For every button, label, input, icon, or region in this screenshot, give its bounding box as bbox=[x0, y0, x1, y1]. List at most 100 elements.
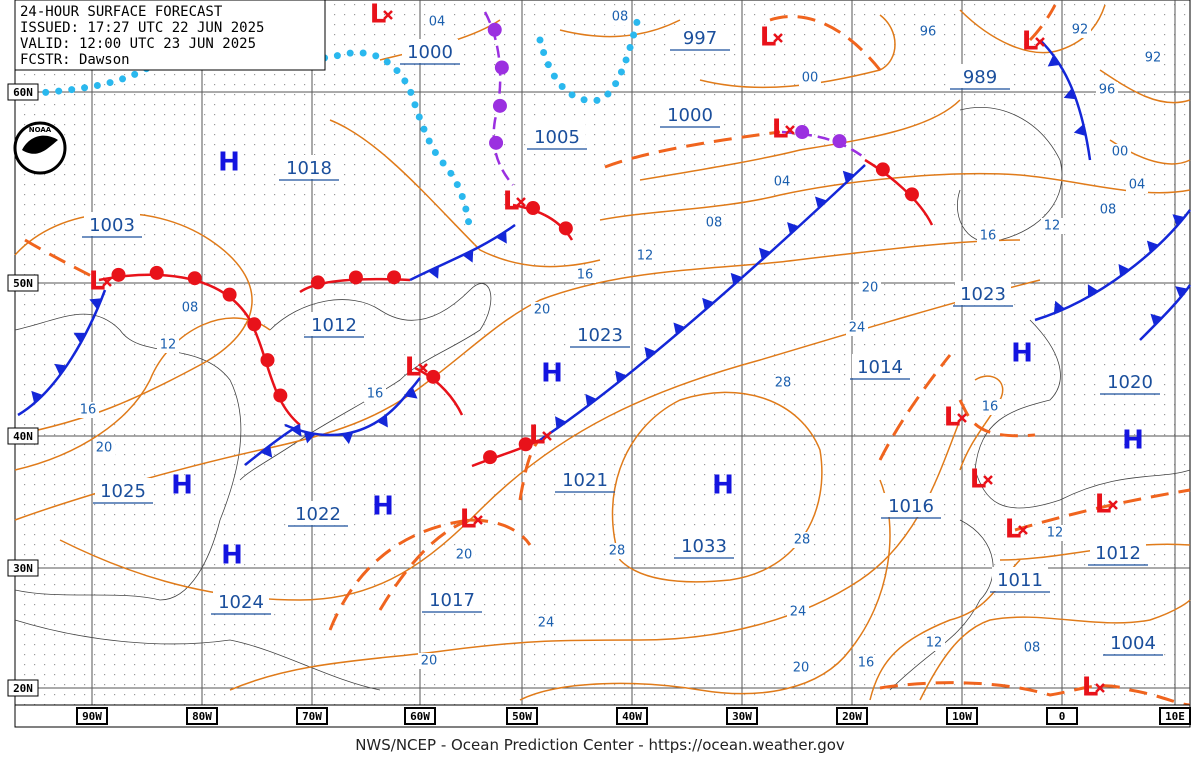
label-box bbox=[7, 274, 39, 292]
label-backdrop bbox=[157, 337, 179, 353]
isobar-label: 20 bbox=[456, 548, 473, 563]
low-center: L bbox=[772, 115, 789, 145]
longitude-label: 40W bbox=[622, 710, 642, 723]
label-backdrop bbox=[609, 9, 631, 25]
header-line: 24-HOUR SURFACE FORECAST bbox=[20, 4, 223, 20]
isobar-label: 20 bbox=[862, 281, 879, 296]
front-triangle bbox=[89, 298, 102, 310]
isobar-label: 20 bbox=[534, 303, 551, 318]
front-triangle bbox=[787, 222, 799, 235]
label-backdrop bbox=[979, 399, 1001, 415]
label-backdrop bbox=[424, 587, 480, 611]
coastline bbox=[14, 619, 381, 691]
central-pressure: 1033 bbox=[681, 536, 727, 557]
header-line: ISSUED: 17:27 UTC 22 JUN 2025 bbox=[20, 20, 264, 36]
label-box bbox=[76, 707, 108, 725]
isobar bbox=[639, 99, 961, 181]
trough-front bbox=[769, 15, 882, 71]
label-backdrop bbox=[179, 300, 201, 316]
header-line: FCSTR: Dawson bbox=[20, 52, 130, 68]
trough-front bbox=[604, 130, 781, 169]
label-backdrop bbox=[306, 312, 362, 336]
central-pressure: 1004 bbox=[1110, 633, 1156, 654]
label-backdrop bbox=[992, 567, 1048, 591]
front-triangle bbox=[730, 272, 743, 286]
noaa-logo-bird bbox=[22, 135, 58, 154]
front-semicircle bbox=[487, 22, 502, 37]
central-pressure: 1012 bbox=[311, 315, 357, 336]
low-position-x bbox=[102, 277, 112, 287]
front-triangle bbox=[1063, 88, 1077, 100]
front-triangle bbox=[54, 363, 67, 376]
noaa-logo-text: NOAA bbox=[29, 126, 52, 134]
central-pressure: 1024 bbox=[218, 592, 264, 613]
trough-front bbox=[879, 681, 1191, 707]
label-backdrop bbox=[787, 604, 809, 620]
front-semicircle bbox=[426, 369, 441, 384]
label-backdrop bbox=[364, 386, 386, 402]
central-pressure: 1017 bbox=[429, 590, 475, 611]
central-pressure: 1020 bbox=[1107, 372, 1153, 393]
trough-front bbox=[24, 238, 100, 282]
label-backdrop bbox=[529, 124, 585, 148]
latitude-label: 30N bbox=[13, 562, 33, 575]
low-position-x bbox=[773, 33, 783, 43]
header-box bbox=[14, 0, 326, 71]
central-pressure: 1023 bbox=[960, 284, 1006, 305]
longitude-label: 10W bbox=[952, 710, 972, 723]
label-backdrop bbox=[672, 25, 728, 49]
front-triangle bbox=[702, 297, 714, 311]
front-semicircle bbox=[518, 437, 533, 452]
front-triangle bbox=[73, 332, 87, 344]
header-line: VALID: 12:00 UTC 23 JUN 2025 bbox=[20, 36, 256, 52]
front-semicircle bbox=[273, 388, 288, 403]
label-backdrop bbox=[1090, 540, 1146, 564]
label-backdrop bbox=[1069, 22, 1091, 38]
low-center: L bbox=[1082, 673, 1099, 703]
central-pressure: 989 bbox=[963, 67, 997, 88]
label-backdrop bbox=[1105, 630, 1161, 654]
central-pressure: 997 bbox=[683, 28, 717, 49]
isobar-label: 16 bbox=[367, 387, 384, 402]
coastline bbox=[889, 519, 994, 691]
isobar-label: 08 bbox=[1024, 641, 1041, 656]
trough-front bbox=[1028, 4, 1057, 42]
front-triangle bbox=[1146, 240, 1159, 253]
label-backdrop bbox=[1041, 218, 1063, 234]
label-backdrop bbox=[402, 39, 458, 63]
isobar bbox=[699, 14, 896, 89]
isobar bbox=[599, 172, 1191, 221]
label-backdrop bbox=[84, 212, 140, 236]
isobar-label: 04 bbox=[774, 175, 791, 190]
isobar-label: 24 bbox=[849, 321, 866, 336]
latitude-label: 40N bbox=[13, 430, 33, 443]
central-pressure: 1016 bbox=[888, 496, 934, 517]
isobar-label: 16 bbox=[980, 229, 997, 244]
front-triangle bbox=[555, 416, 567, 429]
front-semicircle bbox=[483, 450, 498, 465]
isobar bbox=[559, 19, 681, 38]
low-position-x bbox=[957, 413, 967, 423]
cold-front bbox=[17, 289, 107, 417]
cold-front bbox=[1039, 39, 1092, 161]
isobar-label: 08 bbox=[612, 10, 629, 25]
occluded-front bbox=[483, 11, 514, 186]
label-backdrop bbox=[859, 280, 881, 296]
central-pressure: 1018 bbox=[286, 158, 332, 179]
label-backdrop bbox=[883, 493, 939, 517]
isobar bbox=[14, 317, 271, 471]
isobar-label: 92 bbox=[1072, 23, 1089, 38]
front-semicircle bbox=[222, 287, 237, 302]
front-semicircle bbox=[832, 134, 847, 149]
central-pressure: 1005 bbox=[534, 127, 580, 148]
front-triangle bbox=[1087, 284, 1099, 297]
label-backdrop bbox=[290, 501, 346, 525]
low-center: L bbox=[460, 505, 477, 535]
label-backdrop bbox=[790, 660, 812, 676]
front-semicircle bbox=[247, 317, 262, 332]
front-triangle bbox=[377, 414, 388, 428]
label-box bbox=[946, 707, 978, 725]
label-backdrop bbox=[93, 440, 115, 456]
front-semicircle bbox=[558, 221, 573, 236]
label-backdrop bbox=[95, 478, 151, 502]
